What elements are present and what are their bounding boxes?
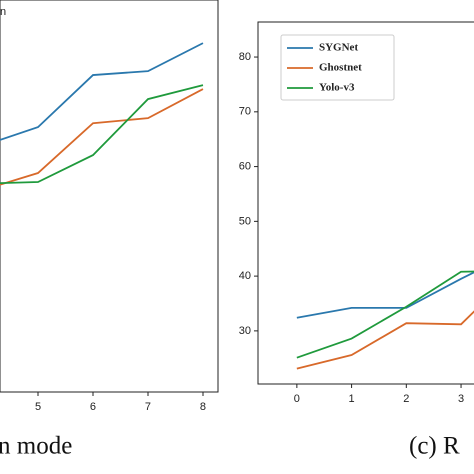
- legend-label: SYGNet: [319, 42, 358, 54]
- x-tick-label: 0: [294, 393, 300, 405]
- lines: [0, 42, 204, 186]
- series-line: [0, 88, 204, 186]
- y-tick-label: 40: [239, 270, 251, 282]
- plot-frame: [257, 21, 474, 385]
- legend-label: Ghostnet: [319, 62, 362, 74]
- x-tick-label: 2: [403, 393, 409, 405]
- y-tick-label: 80: [239, 51, 251, 63]
- chart: 5 6 7 8 n n mode: [0, 0, 219, 460]
- legend-label: Yolo-v3: [319, 82, 355, 94]
- x-tick-label: 1: [349, 393, 355, 405]
- x-tick-label: 8: [200, 401, 206, 413]
- series-line: [0, 84, 204, 185]
- lines: [296, 270, 474, 370]
- y-axis-label: n: [0, 6, 6, 18]
- y-tick-label: 70: [239, 106, 251, 118]
- chart: 0 1 2 3 30 40 50 60 70 80 SYGNet Ghostnet Yolo-v3 (c)…: [239, 21, 474, 460]
- caption: n mode: [0, 433, 72, 460]
- x-tick-label: 7: [145, 401, 151, 413]
- legend-box: [280, 34, 395, 101]
- plot-frame: [0, 0, 219, 393]
- x-tick-label: 5: [35, 401, 41, 413]
- y-tick-label: 30: [239, 325, 251, 337]
- y-tick-label: 60: [239, 160, 251, 172]
- x-tick-label: 3: [458, 393, 464, 405]
- y-tick-label: 50: [239, 215, 251, 227]
- series-line: [296, 270, 474, 359]
- caption: (c) R: [409, 433, 460, 460]
- series-line: [0, 42, 204, 141]
- x-tick-label: 6: [90, 401, 96, 413]
- series-line: [296, 310, 474, 370]
- series-line: [296, 271, 474, 319]
